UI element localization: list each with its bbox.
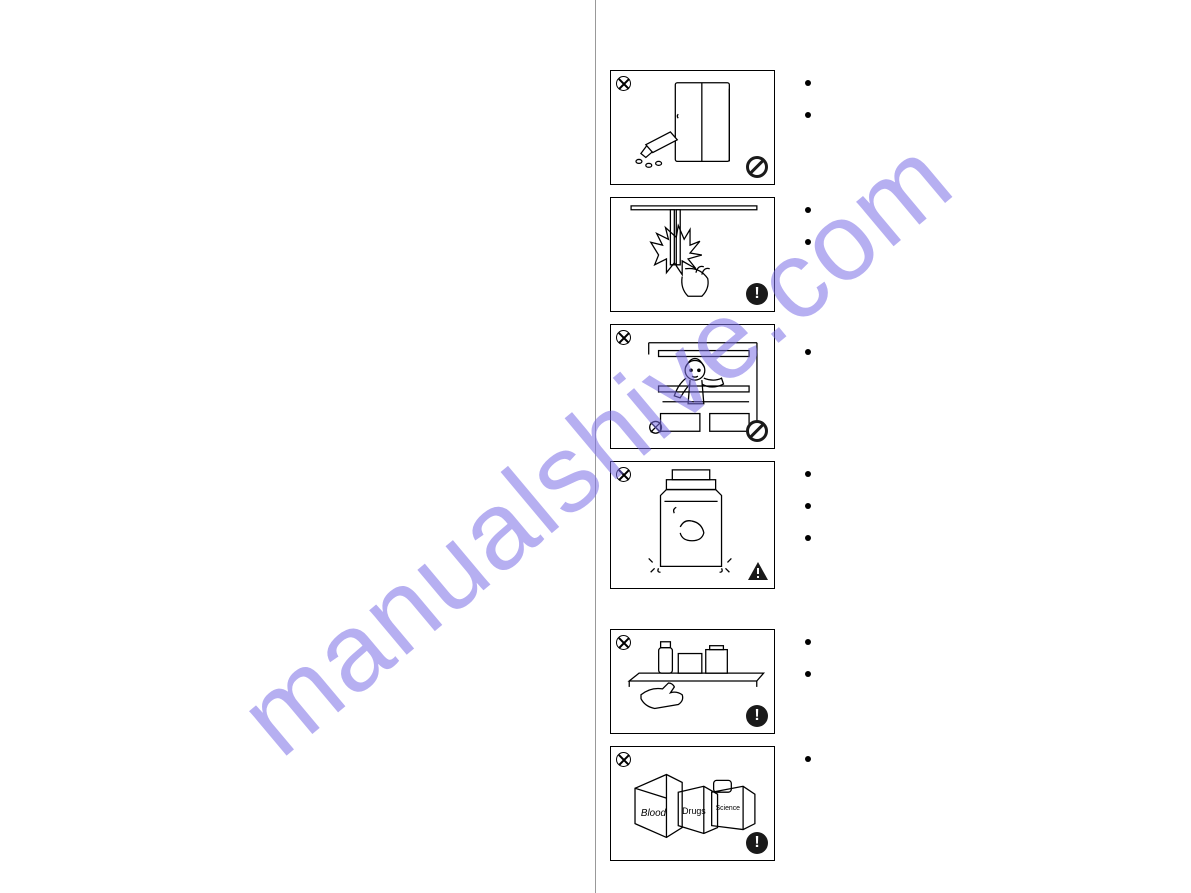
svg-text:Science: Science xyxy=(716,805,741,812)
bullet xyxy=(805,207,811,213)
bullet xyxy=(805,80,811,86)
instruction-row xyxy=(610,70,1170,185)
caution-icon: ! xyxy=(746,832,768,854)
prohibit-icon xyxy=(746,420,768,442)
illus-shelf-pull: ! xyxy=(610,629,775,734)
bullet-list xyxy=(805,746,811,788)
bullet xyxy=(805,671,811,677)
instruction-row xyxy=(610,324,1170,449)
caution-icon: ! xyxy=(746,283,768,305)
bullet-list xyxy=(805,197,811,271)
illus-child-fridge xyxy=(610,324,775,449)
bullet xyxy=(805,471,811,477)
illus-heavy-top xyxy=(610,461,775,589)
bullet xyxy=(805,239,811,245)
instruction-row: Blood Drugs Science ! xyxy=(610,746,1170,861)
right-page-content: ! ! xyxy=(610,70,1170,873)
bullet xyxy=(805,639,811,645)
svg-text:Drugs: Drugs xyxy=(682,806,706,816)
bullet-list xyxy=(805,461,811,567)
svg-text:Blood: Blood xyxy=(641,808,667,819)
bullet-list xyxy=(805,629,811,703)
bullet xyxy=(805,112,811,118)
illus-medicine: Blood Drugs Science ! xyxy=(610,746,775,861)
bullet xyxy=(805,349,811,355)
caution-icon: ! xyxy=(746,705,768,727)
bullet xyxy=(805,503,811,509)
instruction-row: ! xyxy=(610,629,1170,734)
bullet-list xyxy=(805,324,811,381)
page-divider xyxy=(595,0,596,893)
instruction-row xyxy=(610,461,1170,589)
illus-fridge-spray xyxy=(610,70,775,185)
warning-icon xyxy=(746,560,768,582)
prohibit-icon xyxy=(746,156,768,178)
bullet xyxy=(805,535,811,541)
instruction-row: ! xyxy=(610,197,1170,312)
bullet-list xyxy=(805,70,811,144)
illus-door-pinch: ! xyxy=(610,197,775,312)
bullet xyxy=(805,756,811,762)
